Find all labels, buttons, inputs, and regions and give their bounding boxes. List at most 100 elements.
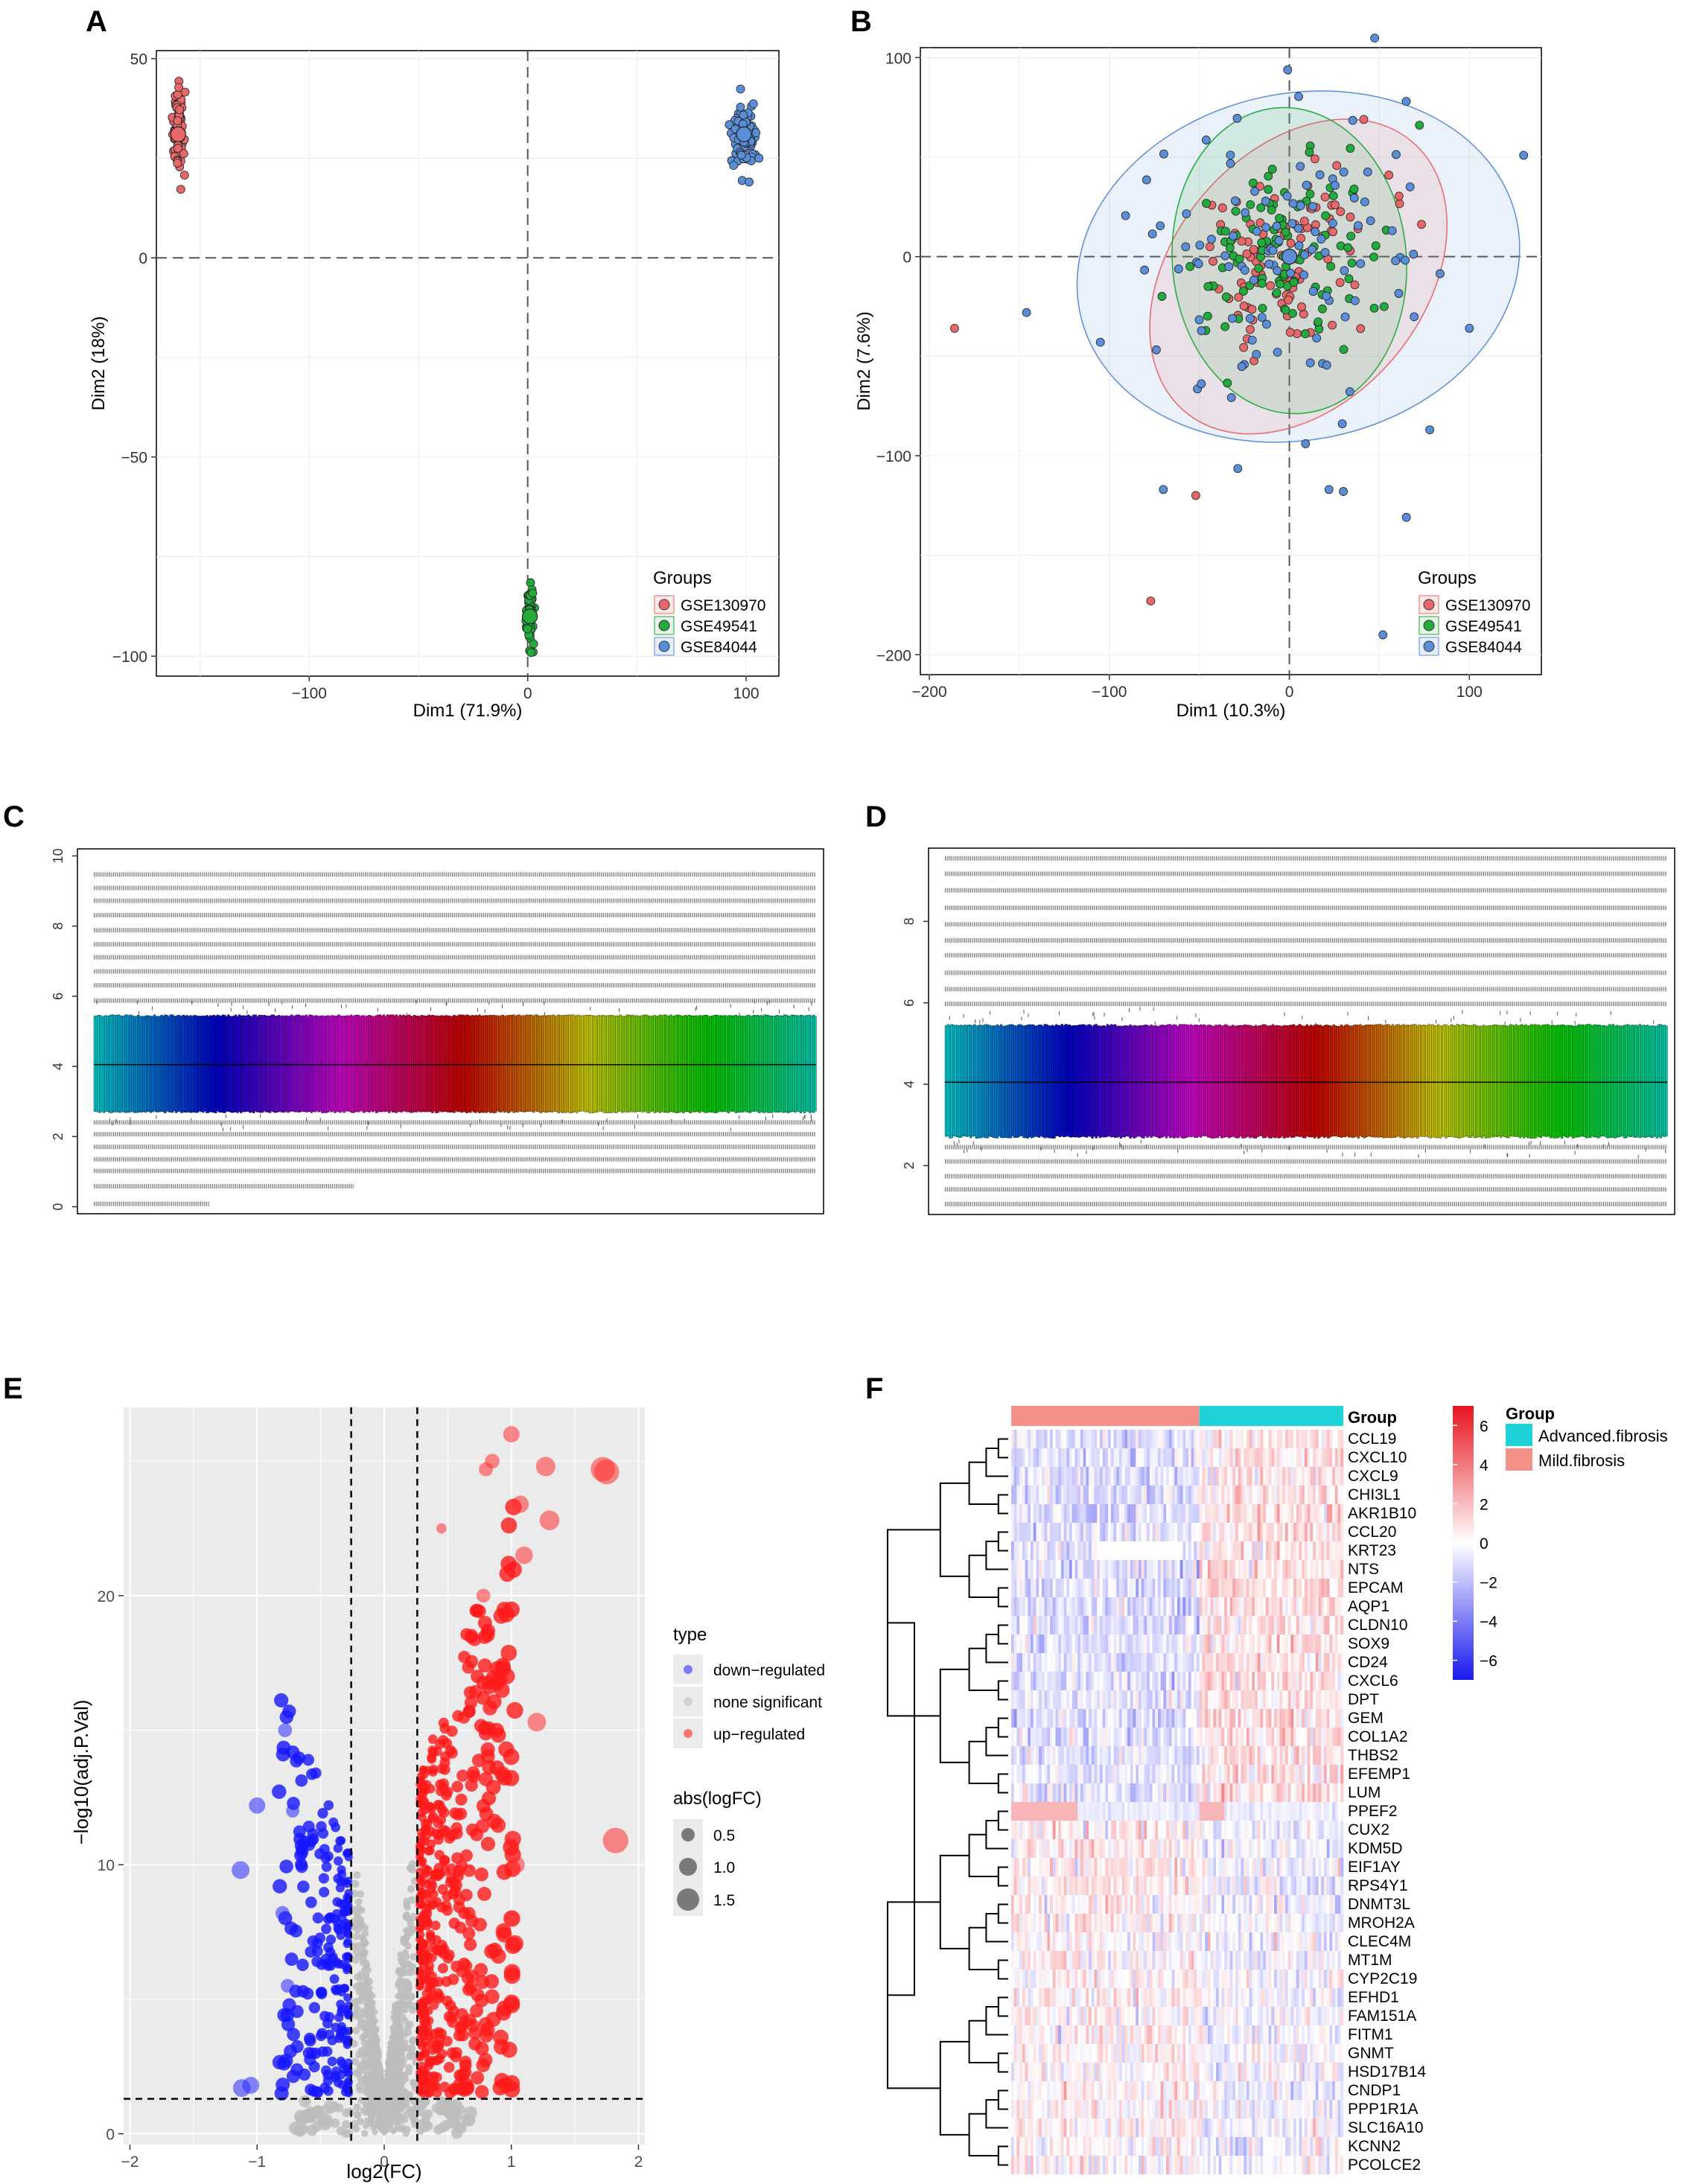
heatmap-cell — [1255, 1541, 1258, 1561]
heatmap-cell — [1235, 1430, 1239, 1449]
point-none-significant — [334, 2103, 344, 2113]
heatmap-cell — [1171, 1523, 1175, 1542]
heatmap-cell — [1263, 1448, 1267, 1468]
heatmap-cell — [1279, 1523, 1283, 1542]
point-none-significant — [394, 2122, 401, 2129]
heatmap-cell — [1197, 1430, 1200, 1449]
point-gse84044 — [1322, 291, 1331, 301]
heatmap-cell — [1332, 1448, 1336, 1468]
heatmap-cell — [1265, 1541, 1269, 1561]
point-up-regulated — [535, 1456, 555, 1477]
y-tick-label: 50 — [130, 51, 147, 69]
heatmap-cell — [1060, 1448, 1064, 1468]
point-gse84044 — [1286, 268, 1295, 278]
heatmap-cell — [1016, 1504, 1020, 1524]
heatmap-cell — [1113, 1504, 1117, 1524]
point-none-significant — [403, 2125, 411, 2133]
centroid-gse130970 — [170, 126, 186, 142]
heatmap-cell — [1210, 1486, 1214, 1505]
heatmap-cell — [1260, 1486, 1264, 1505]
point-gse84044 — [1151, 345, 1161, 354]
heatmap-cell — [1110, 1467, 1114, 1486]
heatmap-cell — [1028, 1541, 1031, 1561]
point-up-regulated — [474, 1868, 488, 1882]
y-tick-label: 10 — [98, 1857, 115, 1874]
heatmap-cell — [1097, 1467, 1101, 1486]
heatmap-cell — [1060, 1467, 1064, 1486]
heatmap-cell — [1047, 1560, 1051, 1579]
point-up-regulated — [439, 1757, 450, 1768]
heatmap-cell — [1255, 1430, 1258, 1449]
point-up-regulated — [479, 1462, 494, 1477]
point-gse84044 — [1311, 227, 1320, 237]
point-gse84044 — [1095, 337, 1105, 347]
point-gse84044 — [1322, 360, 1331, 370]
heatmap-cell — [1188, 1560, 1191, 1579]
point-gse84044 — [1226, 393, 1236, 402]
heatmap-cell — [1069, 1523, 1073, 1542]
panel-f: F Group CCL19CXCL10CXCL9CHI3L1AKR1B10CCL… — [865, 1372, 1668, 2175]
point-gse84044 — [1229, 232, 1238, 241]
point-none-significant — [408, 1963, 417, 1971]
point-down-regulated — [337, 1836, 346, 1845]
point-down-regulated — [293, 1825, 306, 1838]
y-tick-label: 8 — [51, 923, 66, 930]
heatmap-cell — [1299, 1541, 1302, 1561]
heatmap-cell — [1238, 1541, 1241, 1561]
heatmap-cell — [1241, 1467, 1244, 1486]
point-none-significant — [382, 2091, 388, 2097]
point-none-significant — [356, 2063, 364, 2071]
heatmap-cell — [1199, 1448, 1203, 1468]
heatmap-cell — [1149, 1541, 1153, 1561]
heatmap-cell — [1118, 1448, 1123, 1468]
heatmap-cell — [1077, 1486, 1081, 1505]
point-gse130970 — [1346, 212, 1355, 222]
heatmap-cell — [1011, 1560, 1015, 1579]
x-tick-label: 1 — [507, 2153, 516, 2171]
point-gse49541 — [1343, 243, 1353, 252]
point-down-regulated — [273, 1879, 287, 1894]
point-gse49541 — [1336, 241, 1346, 251]
heatmap-cell — [1241, 1541, 1244, 1561]
point-gse84044 — [1316, 235, 1326, 244]
heatmap-cell — [1086, 1467, 1089, 1486]
heatmap-cell — [1011, 1448, 1015, 1468]
point-up-regulated — [445, 1863, 457, 1875]
heatmap-cell — [1163, 1560, 1167, 1579]
heatmap-cell — [1337, 1430, 1341, 1449]
heatmap-cell — [1052, 1523, 1056, 1542]
point-gse84044 — [1197, 379, 1206, 389]
point-gse84044 — [1401, 255, 1410, 265]
point-down-regulated — [319, 1886, 330, 1898]
heatmap-cell — [1141, 1448, 1144, 1468]
heatmap-cell — [1274, 1486, 1278, 1505]
heatmap-cell — [1235, 1448, 1239, 1468]
point-gse84044 — [1288, 199, 1298, 208]
heatmap-cell — [1241, 1430, 1244, 1449]
heatmap-cell — [1141, 1541, 1144, 1561]
point-gse49541 — [1318, 304, 1327, 313]
point-gse84044 — [1308, 245, 1316, 254]
heatmap-cell — [1171, 1504, 1175, 1524]
heatmap-cell — [1207, 1523, 1211, 1542]
point-down-regulated — [323, 2085, 334, 2096]
point-gse84044 — [1262, 319, 1271, 329]
heatmap-cell — [1249, 1448, 1252, 1468]
legend-key-none — [684, 1697, 693, 1706]
heatmap-cell — [1072, 1523, 1075, 1542]
point-down-regulated — [304, 2053, 316, 2066]
heatmap-cell — [1271, 1523, 1275, 1542]
heatmap-cell — [1108, 1523, 1112, 1542]
panel-a-letter: A — [86, 5, 107, 38]
point-down-regulated — [316, 2030, 327, 2042]
heatmap-cell — [1138, 1486, 1142, 1505]
heatmap-cell — [1028, 1467, 1031, 1486]
heatmap-cell — [1069, 1541, 1073, 1561]
heatmap-cell — [1329, 1523, 1333, 1542]
point-gse130970 — [1237, 236, 1247, 246]
point-none-significant — [354, 1898, 363, 1906]
heatmap-cell — [1310, 1448, 1314, 1468]
heatmap-cell — [1083, 1430, 1086, 1449]
